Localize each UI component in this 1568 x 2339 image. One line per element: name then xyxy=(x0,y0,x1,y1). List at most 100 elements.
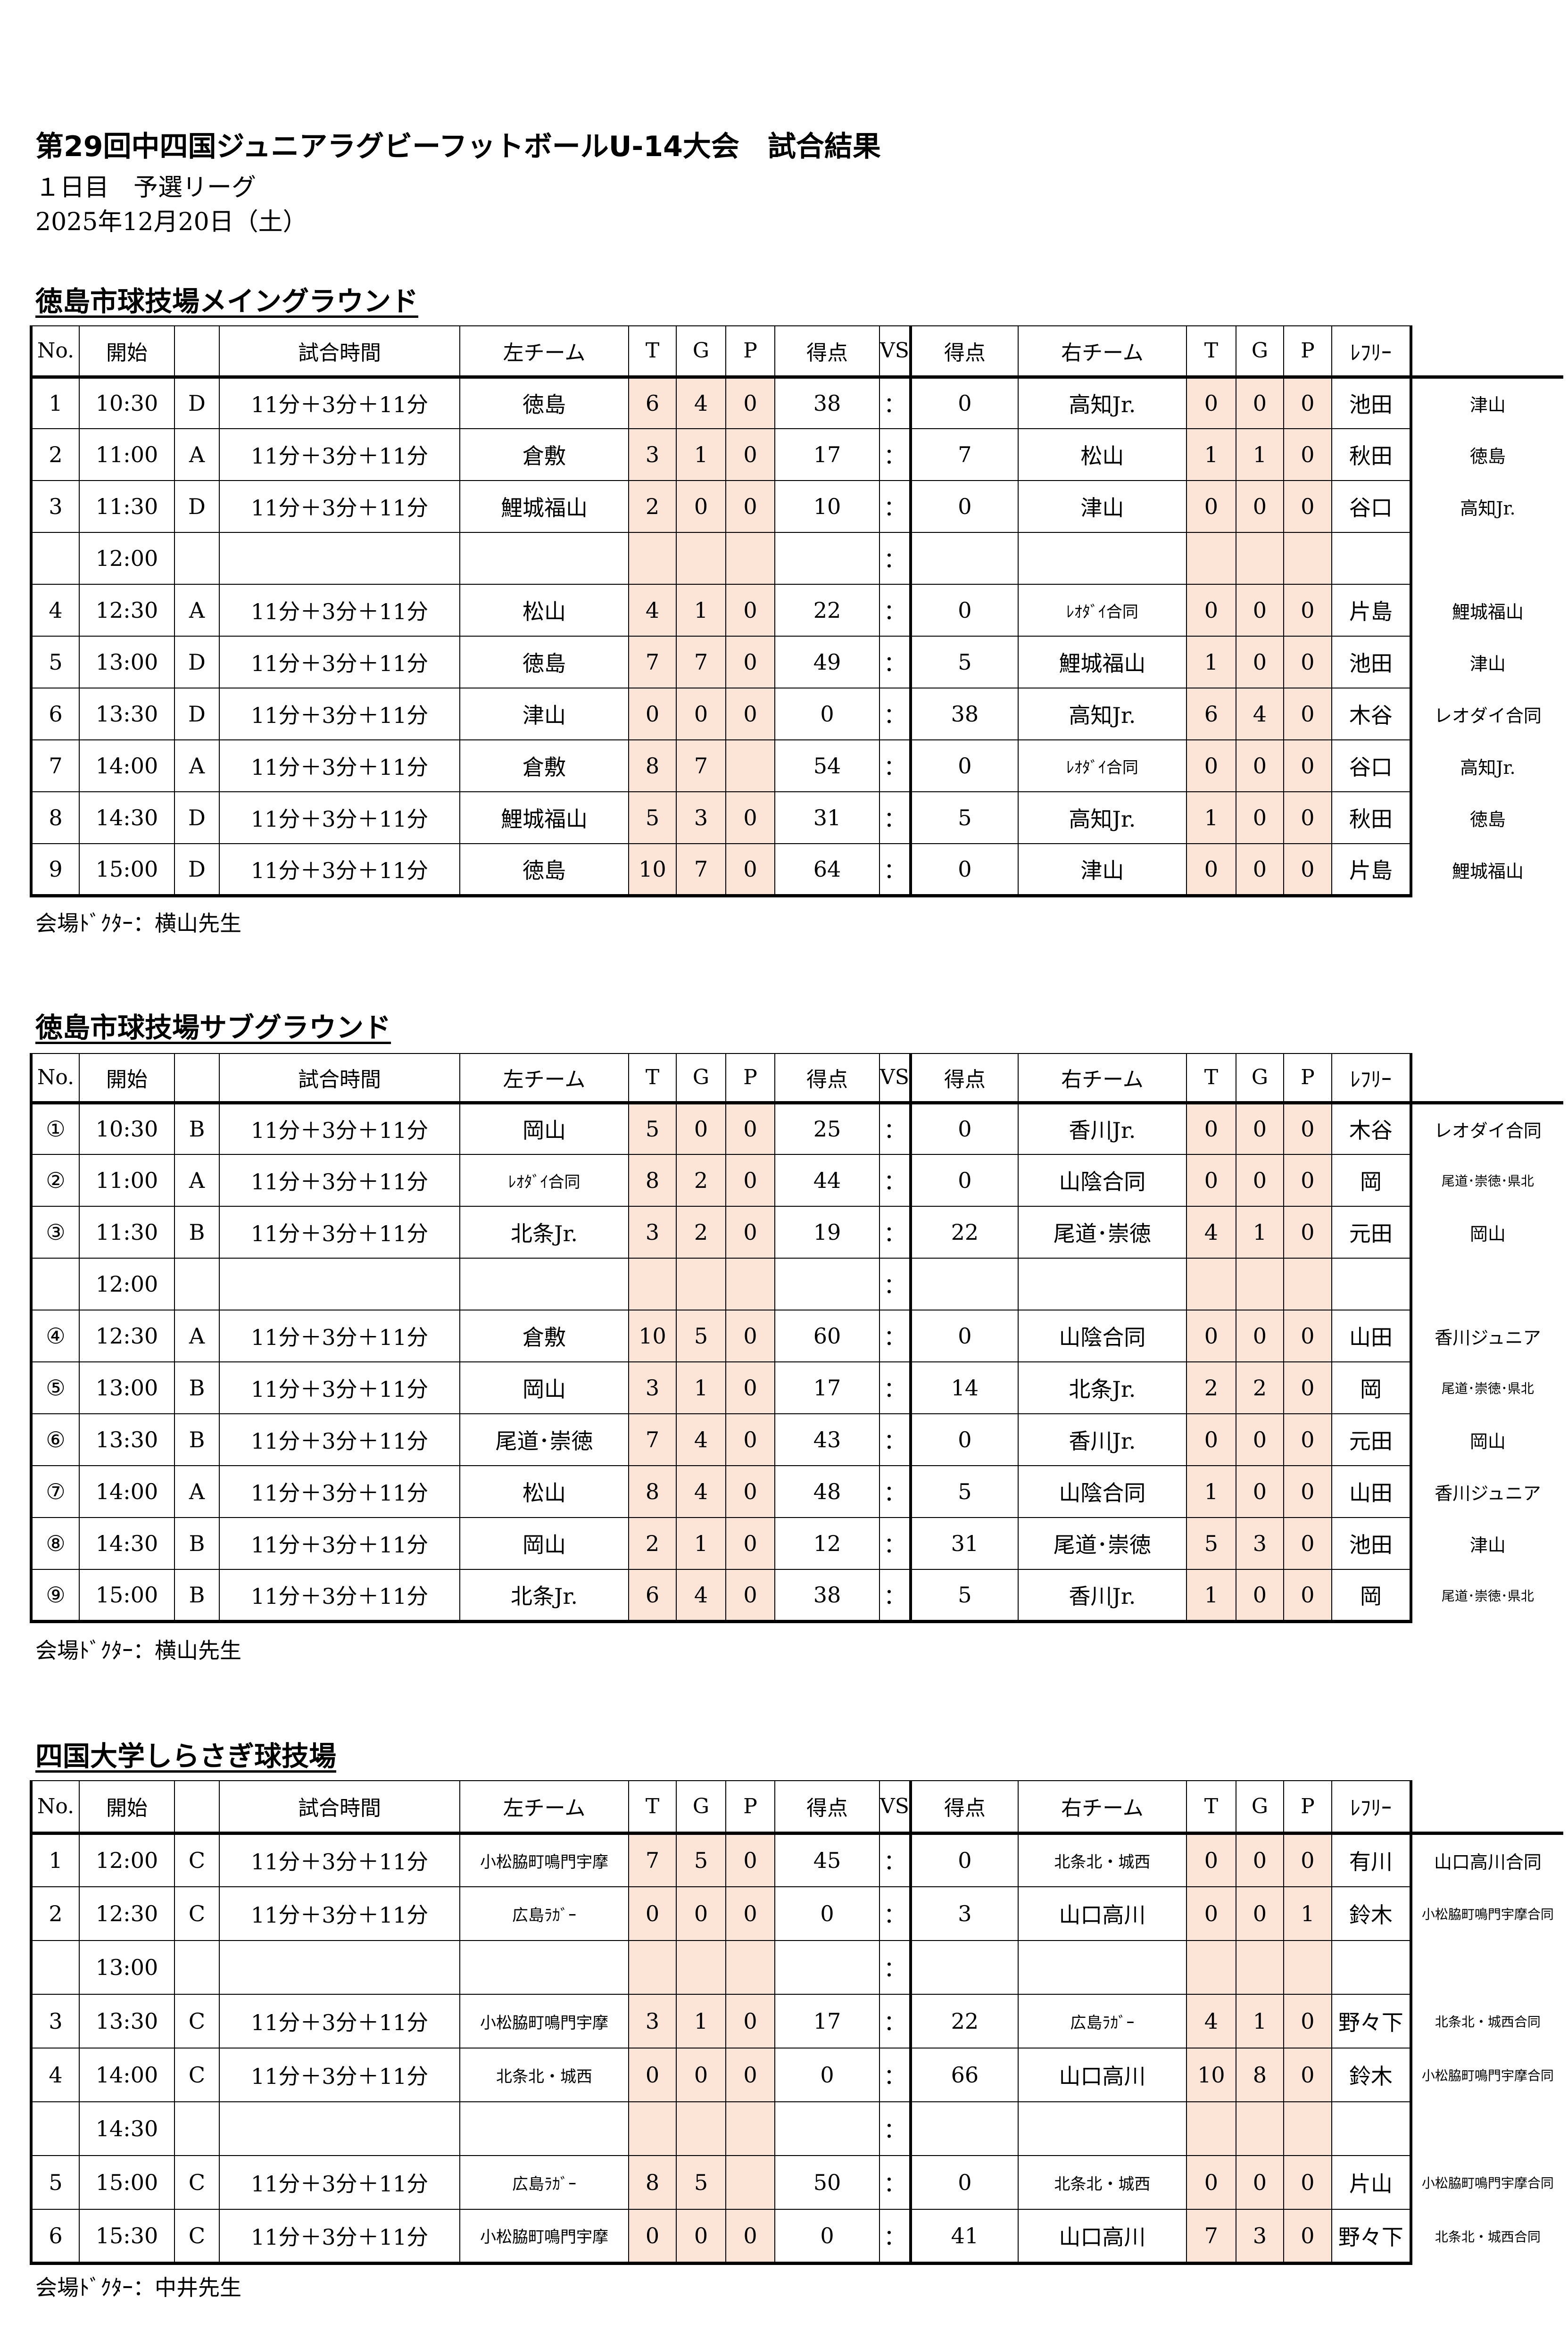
cell-right-p: 0 xyxy=(1283,1569,1332,1623)
cell-left-g: 0 xyxy=(676,1102,726,1155)
cell-no: 3 xyxy=(30,1994,80,2049)
cell-right-p: 0 xyxy=(1283,843,1332,897)
cell-right-score: 5 xyxy=(910,1465,1019,1518)
cell-left-team: 倉敷 xyxy=(459,428,629,481)
cell-right-t: 1 xyxy=(1186,428,1236,481)
cell-right-team xyxy=(1017,532,1187,585)
cell-group: A xyxy=(174,1154,220,1207)
cell-vs: ： xyxy=(879,791,912,844)
cell-referee-team: 岡山 xyxy=(1469,1431,1506,1452)
results-table-sub: No. 開始 試合時間 左チーム T G P 得点 VS 得点 右チーム T G P ﾚﾌﾘｰ ① 10:30 B… xyxy=(30,1053,1563,1623)
cell-left-score: 31 xyxy=(774,791,880,844)
cell-left-t: 2 xyxy=(628,480,677,533)
cell-left-g: 0 xyxy=(676,1886,726,1941)
cell-left-score: 38 xyxy=(774,1569,880,1623)
cell-left-g: 4 xyxy=(676,1465,726,1518)
cell-left-score: 22 xyxy=(774,584,880,637)
cell-duration: 11分＋3分＋11分 xyxy=(219,2048,460,2102)
cell-left-team xyxy=(459,1258,629,1311)
cell-vs: ： xyxy=(879,1361,912,1414)
cell-left-p: 0 xyxy=(725,1833,775,1887)
cell-start: 11:30 xyxy=(79,1206,175,1259)
cell-left-team: 松山 xyxy=(459,584,629,637)
cell-right-g: 0 xyxy=(1235,1154,1284,1207)
cell-duration: 11分＋3分＋11分 xyxy=(219,636,460,688)
cell-vs: ： xyxy=(879,480,912,533)
cell-referee: 鈴木 xyxy=(1331,1886,1412,1941)
table-row: 12:00 ： xyxy=(30,1258,1563,1311)
cell-left-p: 0 xyxy=(725,791,775,844)
cell-left-t: 8 xyxy=(628,1154,677,1207)
venue-title-shirasagi: 四国大学しらさぎ球技場 xyxy=(35,1740,337,1772)
cell-left-p: 0 xyxy=(725,1310,775,1362)
header-right-score: 得点 xyxy=(910,325,1019,379)
cell-referee: 岡 xyxy=(1331,1361,1412,1414)
cell-right-score: 0 xyxy=(910,376,1019,429)
cell-vs: ： xyxy=(879,2155,912,2210)
cell-left-g: 7 xyxy=(676,739,726,792)
cell-right-team: 高知Jr. xyxy=(1017,688,1187,740)
cell-group: C xyxy=(174,2048,220,2102)
cell-referee: 元田 xyxy=(1331,1413,1412,1466)
cell-right-p: 0 xyxy=(1283,376,1332,429)
cell-right-p: 0 xyxy=(1283,1994,1332,2049)
cell-left-team: 広島ﾗｶﾞｰ xyxy=(459,1886,629,1941)
table-row: 14:30 ： xyxy=(30,2101,1563,2156)
cell-vs: ： xyxy=(879,1994,912,2049)
cell-no: 9 xyxy=(30,843,80,897)
cell-group: A xyxy=(174,1310,220,1362)
header-right-g: G xyxy=(1235,325,1284,379)
cell-right-team: 松山 xyxy=(1017,428,1187,481)
cell-referee-team: 岡山 xyxy=(1469,1223,1506,1244)
cell-duration: 11分＋3分＋11分 xyxy=(219,2209,460,2265)
cell-right-score xyxy=(910,1258,1019,1311)
cell-right-t: 0 xyxy=(1186,1310,1236,1362)
cell-no: 5 xyxy=(30,636,80,688)
cell-left-team: 倉敷 xyxy=(459,1310,629,1362)
cell-vs: ： xyxy=(879,1940,912,1995)
cell-left-p: 0 xyxy=(725,1994,775,2049)
cell-group: B xyxy=(174,1569,220,1623)
cell-right-g: 0 xyxy=(1235,1886,1284,1941)
cell-start: 15:00 xyxy=(79,843,175,897)
cell-right-g: 0 xyxy=(1235,376,1284,429)
cell-right-p: 0 xyxy=(1283,1361,1332,1414)
cell-left-team: 北条Jr. xyxy=(459,1206,629,1259)
cell-left-team: 徳島 xyxy=(459,376,629,429)
cell-vs: ： xyxy=(879,2209,912,2265)
cell-left-g xyxy=(676,532,726,585)
cell-left-t xyxy=(628,2101,677,2156)
header-group xyxy=(174,1780,220,1835)
cell-group: D xyxy=(174,688,220,740)
cell-right-team: 鯉城福山 xyxy=(1017,636,1187,688)
cell-right-team: ﾚｵﾀﾞｲ合同 xyxy=(1017,584,1187,637)
cell-left-score: 43 xyxy=(774,1413,880,1466)
cell-referee-team: 鯉城福山 xyxy=(1452,601,1524,622)
cell-right-team: 北条北・城西 xyxy=(1017,1833,1187,1887)
cell-referee: 元田 xyxy=(1331,1206,1412,1259)
cell-no: ④ xyxy=(30,1310,80,1362)
cell-right-team: 香川Jr. xyxy=(1017,1413,1187,1466)
cell-no: ⑤ xyxy=(30,1361,80,1414)
cell-duration: 11分＋3分＋11分 xyxy=(219,428,460,481)
cell-right-g: 0 xyxy=(1235,1102,1284,1155)
cell-right-t: 0 xyxy=(1186,480,1236,533)
cell-right-g: 4 xyxy=(1235,688,1284,740)
cell-right-p: 0 xyxy=(1283,739,1332,792)
cell-duration: 11分＋3分＋11分 xyxy=(219,376,460,429)
header-left-p: P xyxy=(725,1780,775,1835)
table-row: ⑤ 13:00 B 11分＋3分＋11分 岡山 3 1 0 17： 14 北条Jr. 2 2 0 岡尾道･崇… xyxy=(30,1361,1563,1414)
cell-left-t xyxy=(628,1258,677,1311)
header-right-team: 右チーム xyxy=(1017,1053,1187,1104)
cell-duration: 11分＋3分＋11分 xyxy=(219,1154,460,1207)
table-row: 12:00 ： xyxy=(30,532,1563,585)
header-referee-team xyxy=(1410,1053,1563,1104)
cell-left-team: 鯉城福山 xyxy=(459,480,629,533)
cell-right-score: 0 xyxy=(910,584,1019,637)
header-no: No. xyxy=(30,1053,80,1104)
cell-right-t: 0 xyxy=(1186,739,1236,792)
cell-left-g xyxy=(676,1940,726,1995)
table-row: 4 12:30 A 11分＋3分＋11分 松山 4 1 0 22： 0 ﾚｵﾀﾞｲ合同 0 0 0 片島 鯉城… xyxy=(30,584,1563,637)
cell-duration: 11分＋3分＋11分 xyxy=(219,1102,460,1155)
cell-duration xyxy=(219,1940,460,1995)
